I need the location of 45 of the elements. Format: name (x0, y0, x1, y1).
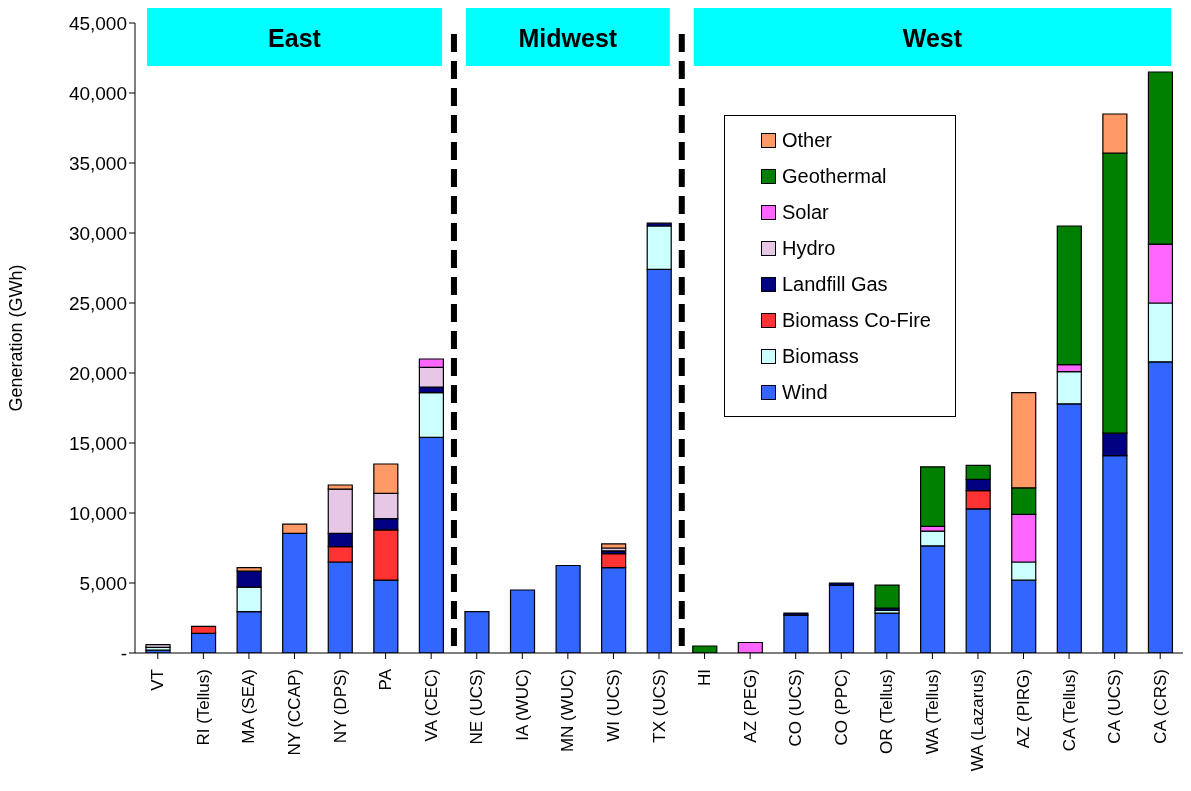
x-tick-label: CO (PPC) (831, 669, 851, 746)
y-tick-label: 5,000 (79, 572, 127, 594)
x-tick-label: CA (CRS) (1150, 669, 1170, 744)
y-tick-label: 35,000 (68, 152, 127, 174)
x-tick-label: IA (WUC) (512, 669, 532, 741)
y-tick-label: 40,000 (68, 82, 127, 104)
y-tick-label: 15,000 (68, 432, 127, 454)
y-tick-label: 45,000 (68, 12, 127, 34)
x-tick-label: WA (Lazarus) (968, 669, 988, 772)
x-tick-label: TX (UCS) (649, 669, 669, 743)
x-tick-label: VA (CEC) (421, 669, 441, 742)
x-tick-label: CO (UCS) (786, 669, 806, 747)
x-tick-label: VT (148, 669, 168, 691)
x-tick-label: MA (SEA) (239, 669, 259, 744)
x-tick-label: NE (UCS) (467, 669, 487, 745)
y-tick-label: - (120, 642, 127, 664)
y-tick-label: 20,000 (68, 362, 127, 384)
legend-label: Solar (782, 200, 829, 224)
legend-label: Other (782, 128, 833, 152)
x-tick-label: CA (Tellus) (1059, 669, 1079, 752)
x-tick-label: MN (WUC) (558, 669, 578, 753)
y-tick-label: 10,000 (68, 502, 127, 524)
legend-label: Hydro (782, 236, 836, 260)
y-axis-title: Generation (GWh) (6, 264, 27, 412)
band-label: West (902, 24, 963, 52)
x-tick-label: RI (Tellus) (193, 669, 213, 746)
band-label: Midwest (518, 24, 618, 52)
x-tick-label: HI (695, 669, 715, 686)
x-tick-label: OR (Tellus) (877, 669, 897, 755)
x-tick-label: AZ (PIRG) (1014, 669, 1034, 749)
legend-label: Wind (782, 380, 828, 404)
y-tick-label: 25,000 (68, 292, 127, 314)
y-tick-label: 30,000 (68, 222, 127, 244)
x-tick-label: WA (Tellus) (922, 669, 942, 755)
legend-label: Landfill Gas (782, 272, 888, 296)
x-tick-label: WI (UCS) (603, 669, 623, 742)
legend-label: Biomass (782, 344, 859, 368)
x-tick-label: NY (DPS) (330, 669, 350, 744)
x-tick-label: CA (UCS) (1105, 669, 1125, 744)
legend-label: Biomass Co-Fire (782, 308, 931, 332)
band-label: East (268, 24, 322, 52)
legend-label: Geothermal (782, 164, 887, 188)
x-tick-label: AZ (PEG) (740, 669, 760, 743)
x-tick-label: NY (CCAP) (284, 669, 304, 756)
x-tick-label: PA (376, 668, 396, 691)
